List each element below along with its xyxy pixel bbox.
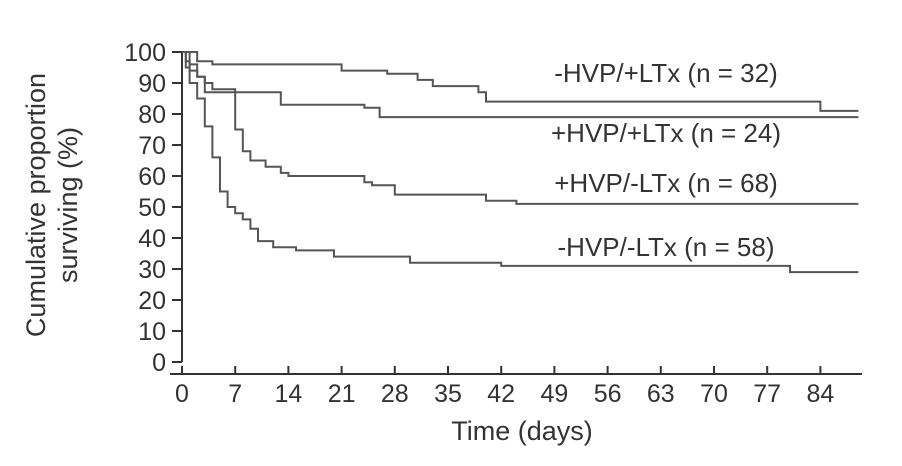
x-tick-label: 56 (594, 380, 622, 408)
y-axis-title: Cumulative proportion surviving (%) (21, 73, 83, 337)
x-tick-label: 70 (700, 380, 728, 408)
series-line-4 (182, 51, 859, 274)
y-tick-label: 20 (138, 287, 166, 315)
x-tick-label: 42 (487, 380, 515, 408)
x-tick-label: 49 (540, 380, 568, 408)
x-tick-label: 84 (806, 380, 834, 408)
series-label-3: +HVP/-LTx (n = 68) (554, 168, 778, 198)
y-tick-label: 60 (138, 163, 166, 191)
y-tick-label: 0 (152, 349, 166, 377)
y-tick-label: 100 (124, 39, 166, 67)
y-axis-title-line-1: Cumulative proportion (21, 73, 51, 337)
x-axis: 0 7 14 21 28 35 42 49 56 63 70 77 84 (170, 366, 862, 408)
x-tick-label: 21 (328, 380, 356, 408)
x-axis-title: Time (days) (451, 416, 593, 446)
series-label-1: -HVP/+LTx (n = 32) (554, 58, 778, 88)
x-tick-label: 35 (434, 380, 462, 408)
y-tick-label: 10 (138, 318, 166, 346)
y-tick-label: 80 (138, 101, 166, 129)
series-label-2: +HVP/+LTx (n = 24) (551, 118, 781, 148)
series-lines (182, 51, 859, 274)
y-axis: 0 10 20 30 40 50 60 70 80 90 100 (124, 39, 183, 377)
x-tick-label: 14 (274, 380, 302, 408)
x-tick-label: 77 (753, 380, 781, 408)
series-label-4: -HVP/-LTx (n = 58) (558, 232, 775, 262)
x-tick-label: 28 (381, 380, 409, 408)
x-tick-label: 0 (175, 380, 189, 408)
series-line-1 (182, 51, 859, 112)
series-labels: -HVP/+LTx (n = 32) +HVP/+LTx (n = 24) +HVP… (551, 58, 781, 262)
series-line-2 (182, 51, 859, 119)
y-tick-label: 90 (138, 70, 166, 98)
x-tick-label: 7 (228, 380, 242, 408)
series-line-3 (182, 51, 859, 205)
y-tick-label: 50 (138, 194, 166, 222)
y-axis-title-line-2: surviving (%) (53, 127, 83, 283)
x-tick-label: 63 (647, 380, 675, 408)
y-tick-label: 70 (138, 132, 166, 160)
y-tick-label: 30 (138, 256, 166, 284)
y-tick-label: 40 (138, 225, 166, 253)
